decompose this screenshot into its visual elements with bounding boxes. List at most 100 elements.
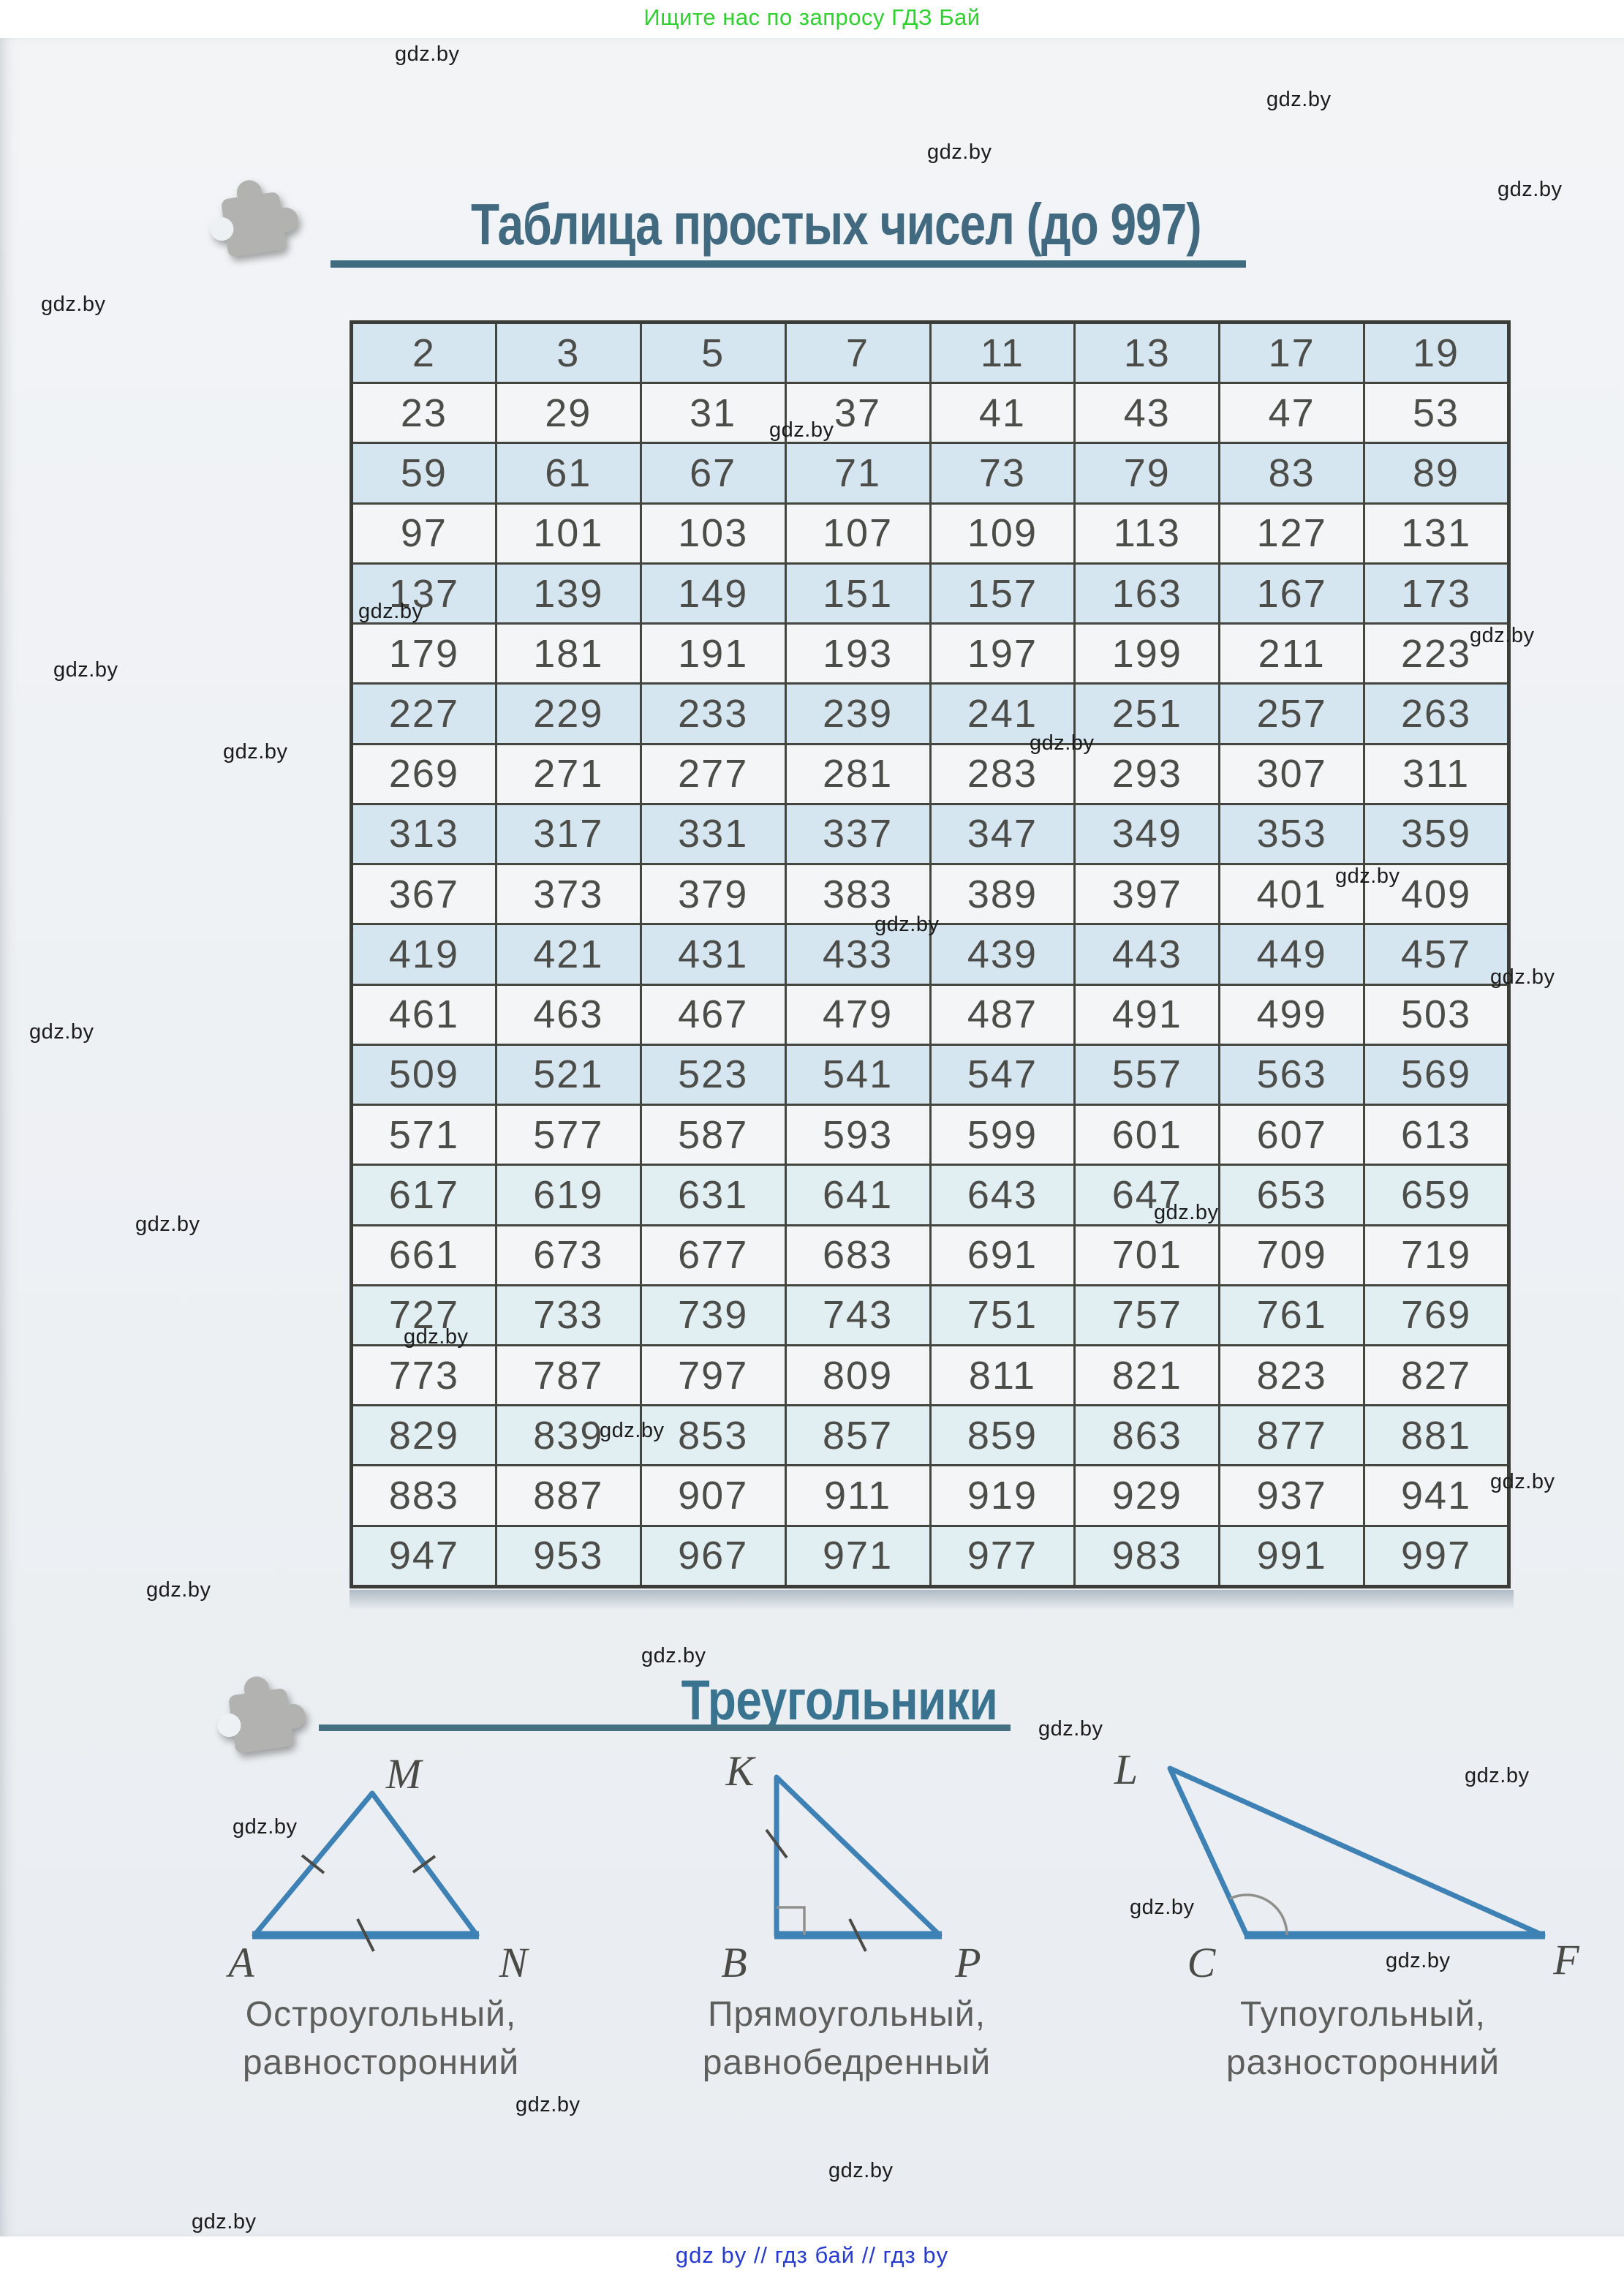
prime-cell: 103 [639, 502, 787, 565]
table-row: 367 373 379 383 389 397 401 409 [350, 863, 1510, 926]
prime-cell: 179 [350, 622, 497, 685]
table-row: 419 421 431 433 439 443 449 457 [350, 923, 1510, 986]
gdz-watermark: gdz.by [223, 740, 288, 764]
prime-cell: 41 [929, 382, 1076, 445]
caption-line: Тупоугольный, [1239, 1995, 1487, 2034]
prime-cell: 683 [784, 1224, 932, 1286]
title-underline-rule [331, 260, 1246, 268]
prime-cell: 797 [639, 1343, 787, 1407]
vertex-label-K: K [725, 1747, 755, 1795]
gdz-watermark: gdz.by [233, 1815, 298, 1839]
prime-cell: 293 [1073, 742, 1221, 805]
table-row: 59 61 67 71 73 79 83 89 [350, 442, 1510, 505]
prime-cell: 61 [494, 442, 642, 505]
prime-cell: 421 [494, 923, 642, 986]
gdz-watermark: gdz.by [515, 2093, 581, 2116]
prime-cell: 239 [784, 682, 932, 745]
gdz-watermark: gdz.by [135, 1213, 200, 1236]
gdz-watermark: gdz.by [41, 293, 106, 316]
prime-cell: 17 [1218, 320, 1366, 385]
prime-cell: 223 [1363, 622, 1510, 685]
obtuse-scalene-triangle [1167, 1765, 1546, 1938]
right-angle-marker [777, 1906, 806, 1935]
prime-cell: 853 [639, 1404, 787, 1467]
prime-cell: 67 [639, 442, 787, 505]
prime-cell: 157 [929, 562, 1076, 625]
gdz-watermark: gdz.by [600, 1419, 665, 1442]
table-row: 179 181 191 193 197 199 211 223 [350, 622, 1510, 685]
prime-cell: 173 [1363, 562, 1510, 625]
prime-cell: 3 [494, 320, 642, 385]
prime-cell: 59 [350, 442, 497, 505]
prime-cell: 419 [350, 923, 497, 986]
equal-side-tick [848, 1918, 867, 1952]
table-row: 571 577 587 593 599 601 607 613 [350, 1104, 1510, 1166]
puzzle-piece-icon [210, 180, 298, 257]
prime-cell: 163 [1073, 562, 1221, 625]
caption-line: Остроугольный, [245, 1995, 517, 2034]
prime-cell: 359 [1363, 802, 1510, 866]
prime-cell: 751 [929, 1283, 1076, 1346]
prime-cell: 479 [784, 983, 932, 1046]
gdz-watermark: gdz.by [1030, 731, 1095, 755]
prime-cell: 863 [1073, 1404, 1221, 1467]
triangle-caption: Прямоугольный, равнобедренный [613, 1991, 1081, 2087]
prime-cell: 431 [639, 923, 787, 986]
obtuse-angle-arc [1229, 1893, 1288, 1936]
prime-cell: 271 [494, 742, 642, 805]
caption-line: разносторонний [1225, 2043, 1500, 2083]
caption-line: равносторонний [242, 2043, 520, 2083]
prime-cell: 929 [1073, 1464, 1221, 1527]
prime-cell: 839 [494, 1404, 642, 1467]
prime-cell: 43 [1073, 382, 1221, 445]
table-row: 727 733 739 743 751 757 761 769 [350, 1283, 1510, 1346]
prime-cell: 197 [929, 622, 1076, 685]
prime-cell: 563 [1218, 1043, 1366, 1107]
caption-line: Прямоугольный, [707, 1995, 986, 2034]
prime-cell: 251 [1073, 682, 1221, 745]
prime-cell: 937 [1218, 1464, 1366, 1527]
prime-cell: 727 [350, 1283, 497, 1346]
prime-cell: 811 [929, 1343, 1076, 1407]
prime-cell: 83 [1218, 442, 1366, 505]
prime-cell: 97 [350, 502, 497, 565]
prime-cell: 769 [1363, 1283, 1510, 1346]
equal-side-tick [412, 1855, 437, 1874]
table-row: 461 463 467 479 487 491 499 503 [350, 983, 1510, 1046]
gdz-watermark: gdz.by [29, 1020, 94, 1044]
prime-cell: 433 [784, 923, 932, 986]
prime-cell: 499 [1218, 983, 1366, 1046]
vertex-label-F: F [1553, 1936, 1579, 1983]
gdz-watermark: gdz.by [404, 1325, 469, 1349]
prime-cell: 397 [1073, 863, 1221, 926]
prime-cell: 307 [1218, 742, 1366, 805]
prime-cell: 983 [1073, 1524, 1221, 1588]
prime-cell: 491 [1073, 983, 1221, 1046]
prime-cell: 547 [929, 1043, 1076, 1107]
prime-cell: 107 [784, 502, 932, 565]
prime-cell: 383 [784, 863, 932, 926]
vertex-label-P: P [955, 1939, 981, 1986]
prime-cell: 941 [1363, 1464, 1510, 1527]
prime-cell: 503 [1363, 983, 1510, 1046]
prime-cell: 521 [494, 1043, 642, 1107]
prime-cell: 199 [1073, 622, 1221, 685]
table-row: 829 839 853 857 859 863 877 881 [350, 1404, 1510, 1467]
prime-cell: 461 [350, 983, 497, 1046]
prime-cell: 599 [929, 1104, 1076, 1166]
prime-cell: 281 [784, 742, 932, 805]
prime-cell: 881 [1363, 1404, 1510, 1467]
prime-cell: 227 [350, 682, 497, 745]
gdz-watermark: gdz.by [53, 658, 118, 682]
vertex-label-L: L [1114, 1746, 1138, 1793]
prime-cell: 149 [639, 562, 787, 625]
prime-cell: 113 [1073, 502, 1221, 565]
prime-cell: 37 [784, 382, 932, 445]
prime-cell: 347 [929, 802, 1076, 866]
prime-cell: 919 [929, 1464, 1076, 1527]
table-row: 773 787 797 809 811 821 823 827 [350, 1343, 1510, 1407]
prime-cell: 193 [784, 622, 932, 685]
caption-line: равнобедренный [702, 2043, 992, 2083]
prime-cell: 79 [1073, 442, 1221, 505]
prime-cell: 821 [1073, 1343, 1221, 1407]
